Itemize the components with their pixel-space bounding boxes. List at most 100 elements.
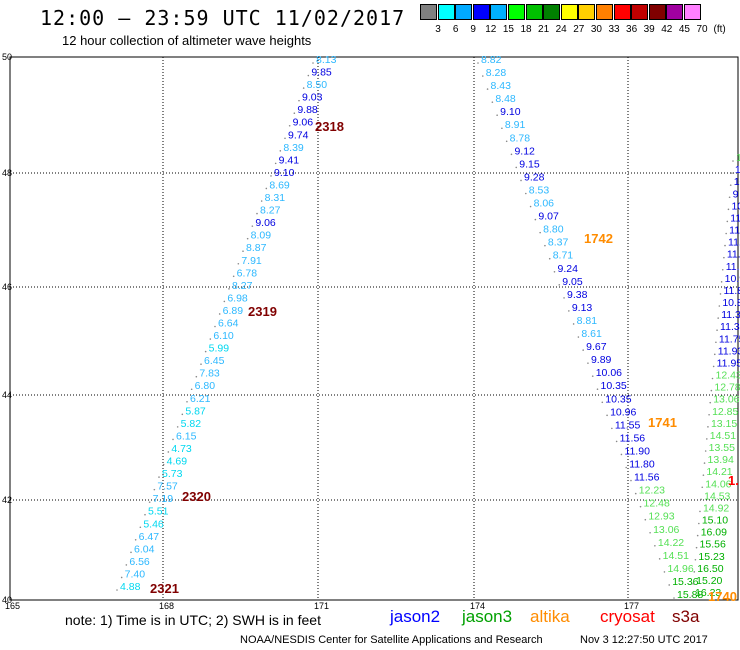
track-point xyxy=(176,426,179,428)
track-point xyxy=(700,498,702,501)
wave-height-value: 9.89 xyxy=(591,354,612,366)
track-point xyxy=(716,329,718,331)
wave-height-value: 10.84 xyxy=(722,297,740,309)
wave-height-value: 9 xyxy=(733,188,739,200)
track-point xyxy=(711,377,714,380)
latitude-label: 46 xyxy=(2,282,12,292)
track-point xyxy=(167,451,170,453)
wave-height-value: 6.78 xyxy=(237,267,258,279)
track-point xyxy=(218,313,221,315)
track-point xyxy=(246,237,249,240)
legend-swatch xyxy=(420,4,437,20)
track-point xyxy=(260,200,263,202)
wave-height-value: 4.88 xyxy=(120,581,141,593)
pass-time-label: 2319 xyxy=(248,304,277,319)
track-point xyxy=(284,137,286,140)
legend-label: 36 xyxy=(626,24,638,35)
track-point xyxy=(544,244,546,247)
latitude-label: 50 xyxy=(2,52,12,62)
wave-height-value: 9.67 xyxy=(586,341,607,353)
wave-height-value: 8.53 xyxy=(529,184,550,196)
satellite-jason3: jason3 xyxy=(462,607,513,626)
wave-height-value: 14.22 xyxy=(658,537,684,549)
legend-swatch xyxy=(543,4,561,20)
wave-height-value: 9.13 xyxy=(572,302,593,314)
legend-label: 9 xyxy=(470,24,476,35)
track-point xyxy=(505,140,508,143)
legend-swatch xyxy=(490,4,508,20)
track-point xyxy=(577,336,580,338)
wave-height-value: 13.55 xyxy=(709,442,735,454)
track-point xyxy=(256,212,258,215)
wave-height-value: 6.04 xyxy=(134,543,155,555)
wave-height-value: 4.73 xyxy=(171,443,192,455)
track-point xyxy=(663,571,666,573)
wave-height-value: 7.19 xyxy=(153,493,174,505)
wave-height-value: 11.80 xyxy=(629,459,655,471)
legend-label: 3 xyxy=(435,24,441,35)
wave-height-value: 8.28 xyxy=(486,67,507,79)
pass-time-label: 2321 xyxy=(150,581,179,596)
track-point xyxy=(265,187,268,190)
wave-height-value: 15.88 xyxy=(677,589,703,601)
legend-swatch xyxy=(578,4,596,20)
wave-height-value: 14.21 xyxy=(706,466,732,478)
map-frame xyxy=(9,56,739,601)
track-point xyxy=(172,438,174,441)
track-point xyxy=(724,244,726,247)
track-point xyxy=(731,172,733,174)
wave-height-value: 11.4 xyxy=(728,237,740,249)
legend-swatch xyxy=(455,4,473,20)
legend-swatch xyxy=(666,4,684,20)
wave-height-value: 8.69 xyxy=(269,179,290,191)
wave-height-value: 6.21 xyxy=(190,393,211,405)
latitude-label: 42 xyxy=(2,495,12,505)
track-point xyxy=(204,350,207,353)
legend-swatch xyxy=(508,4,525,20)
track-point xyxy=(572,323,575,325)
track-point xyxy=(707,426,709,428)
track-point xyxy=(302,87,305,89)
wave-height-value: 15.36 xyxy=(672,576,698,588)
longitude-label: 168 xyxy=(159,601,174,611)
wave-height-value: 11.5 xyxy=(726,261,740,273)
wave-height-value: 5.46 xyxy=(143,518,164,530)
satellite-s3a: s3a xyxy=(672,607,700,626)
wave-height-value: 12.85 xyxy=(712,406,738,418)
track-point xyxy=(481,75,484,77)
wave-height-value: 14.06 xyxy=(705,478,731,490)
wave-height-value: 6.15 xyxy=(176,430,197,442)
wave-height-value: 9.12 xyxy=(514,145,535,157)
pass-time-label: 1742 xyxy=(584,231,613,246)
track-point xyxy=(726,220,729,223)
satellite-jason2: jason2 xyxy=(390,607,441,626)
wave-height-value: 9.74 xyxy=(288,129,309,141)
track-point xyxy=(719,293,722,295)
track-point xyxy=(715,341,717,344)
wave-height-value: 11.56 xyxy=(620,432,646,444)
wave-height-value: 9.85 xyxy=(311,67,332,79)
track-point xyxy=(125,564,128,566)
legend-label: 12 xyxy=(485,24,497,35)
wave-height-value: 8.81 xyxy=(577,315,598,327)
wave-height-value: 8.43 xyxy=(491,80,512,92)
wave-height-value: 12.93 xyxy=(648,511,674,523)
wave-height-value: 16.23 xyxy=(695,587,721,599)
wave-height-value: 8.31 xyxy=(265,192,286,204)
track-point xyxy=(520,179,522,182)
track-point xyxy=(709,401,712,404)
wave-height-value: 12.48 xyxy=(644,498,670,510)
track-point xyxy=(563,297,565,299)
legend-label: 6 xyxy=(452,24,459,35)
wave-height-value: 8.91 xyxy=(505,119,526,131)
wave-height-value: 9.03 xyxy=(302,92,323,104)
wave-height-value: 11.83 xyxy=(723,285,740,297)
wave-height-value: 13.06 xyxy=(653,524,679,536)
legend-swatch xyxy=(472,4,490,20)
track-point xyxy=(144,513,146,516)
track-point xyxy=(704,450,707,452)
wave-height-value: 13.06 xyxy=(713,394,739,406)
track-point xyxy=(644,518,647,521)
track-point xyxy=(698,522,700,525)
